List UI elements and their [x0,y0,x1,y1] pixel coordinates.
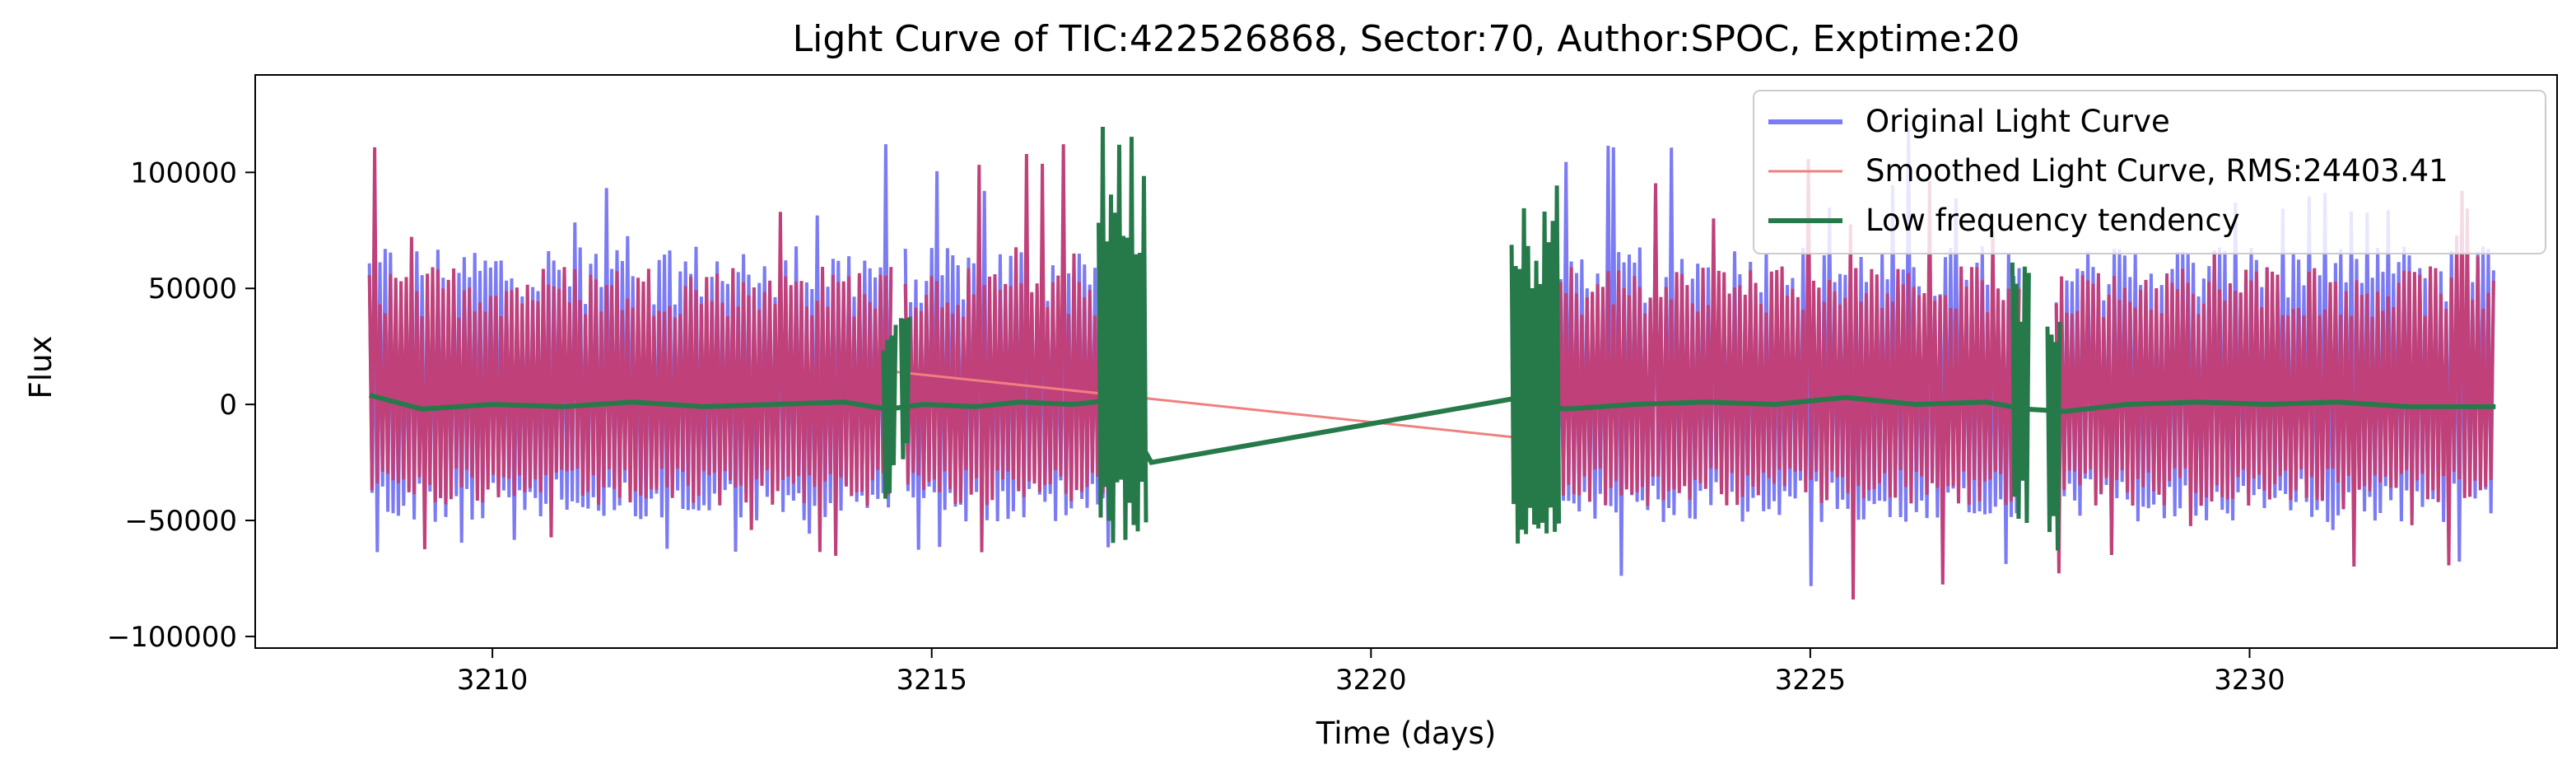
x-axis: 3210 3215 3220 3225 3230 [457,648,2285,697]
smoothed-curve-segment-0 [367,147,893,557]
smoothed-curve-segment-1 [903,144,1118,553]
plot-frame [254,74,2558,649]
legend: Original Light Curve Smoothed Light Curv… [1753,90,2546,254]
x-tick-label-0: 3210 [457,664,529,697]
x-tick-label-3: 3225 [1775,664,1847,697]
trend-burst-4 [2010,262,2031,524]
y-tick-label-0: −100000 [107,621,237,654]
x-tick-label-2: 3220 [1335,664,1407,697]
x-tick-label-1: 3215 [896,664,967,697]
smoothed-curve-segment-2 [1554,159,2021,600]
x-tick-label-4: 3230 [2214,664,2285,697]
trend-burst-1 [898,317,911,459]
y-tick-label-4: 100000 [130,156,237,189]
plot-area [367,126,2496,600]
y-tick-label-2: 0 [219,389,237,422]
y-axis: −100000 −50000 0 50000 100000 [107,156,255,654]
legend-label-trend: Low frequency tendency [1866,203,2240,238]
trend-burst-0 [881,324,898,499]
y-axis-label: Flux [23,336,58,399]
y-tick-label-1: −50000 [124,505,237,538]
trend-burst-3 [1509,185,1562,544]
y-tick-label-3: 50000 [148,273,237,306]
legend-label-original: Original Light Curve [1866,104,2170,139]
x-axis-label: Time (days) [1316,716,1497,751]
legend-label-smoothed: Smoothed Light Curve, RMS:24403.41 [1866,153,2448,189]
trend-burst-5 [2045,321,2062,551]
chart-title: Light Curve of TIC:422526868, Sector:70,… [793,18,2020,60]
legend-box [1753,90,2546,254]
smoothed-curve-segment-3 [2054,190,2495,574]
trend-burst-2 [1097,126,1148,543]
smoothed-curve-bridge [896,371,1556,443]
